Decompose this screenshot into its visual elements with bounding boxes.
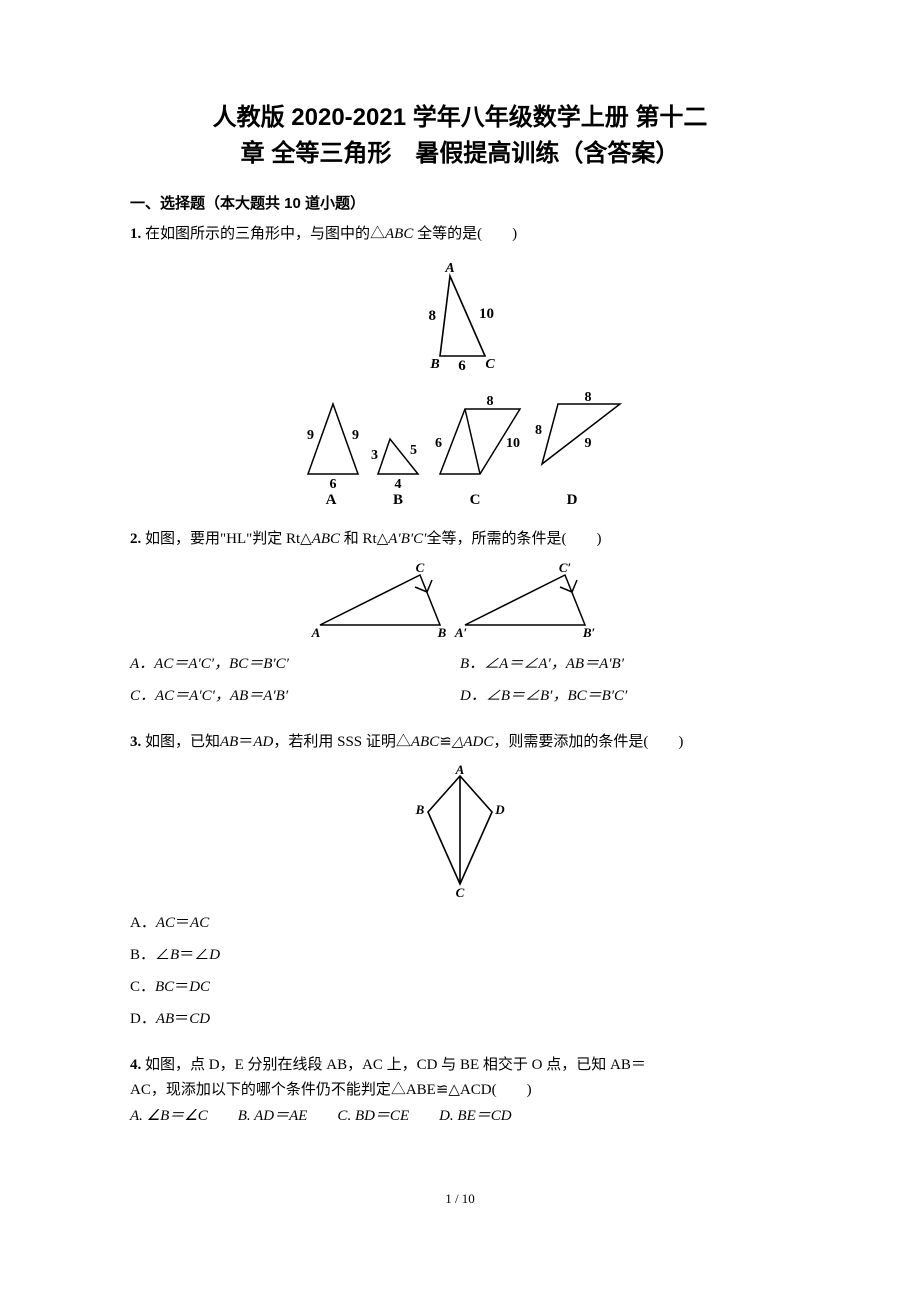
q2-text-mid: 和 Rt△: [340, 531, 388, 547]
q3-lab-B: B: [415, 802, 425, 817]
q3-eq: ＝: [238, 734, 253, 750]
q2-L-A: A: [311, 625, 321, 640]
q1-label-B: B: [429, 357, 439, 372]
q1-C-st: 8: [487, 394, 494, 409]
q3-text-post: ，则需要添加的条件是( ): [493, 734, 683, 750]
q1-D-sb: 9: [585, 436, 592, 451]
q2-R-C: C′: [559, 560, 572, 575]
q3-num: 3.: [130, 734, 141, 750]
q1-side-8: 8: [429, 308, 437, 324]
q2-L-C: C: [416, 560, 425, 575]
question-3: 3. 如图，已知AB＝AD，若利用 SSS 证明△ABC≌△ADC，则需要添加的…: [130, 730, 790, 756]
q4-line1: 如图，点 D，E 分别在线段 AB，AC 上，CD 与 BE 相交于 O 点，已…: [141, 1057, 646, 1073]
q1-B-sb: 4: [395, 477, 402, 492]
q1-A-sb: 6: [330, 477, 337, 492]
section-heading: 一、选择题（本大题共 10 道小题）: [130, 192, 790, 216]
q1-label-A: A: [444, 261, 454, 276]
q1-D-sl: 8: [535, 423, 542, 438]
q1-side-10: 10: [479, 306, 494, 322]
q2-optC: C．AC＝A′C′，AB＝A′B′: [130, 688, 288, 704]
q3-figure: A B D C: [130, 764, 790, 899]
q3-options: A．AC＝AC B．∠B＝∠D C．BC＝DC D．AB＝CD: [130, 907, 790, 1035]
q3-ad: AD: [253, 734, 273, 750]
q2-R-A: A′: [454, 625, 468, 640]
q1-B-letter: B: [393, 492, 403, 508]
q3-optC: C．BC＝DC: [130, 971, 790, 1003]
q2-L-B: B: [437, 625, 447, 640]
q2-optB: B．∠A＝∠A′，AB＝A′B′: [460, 656, 624, 672]
q1-B-sl: 3: [371, 448, 378, 463]
q3-ab: AB: [220, 734, 238, 750]
q2-text-post: 全等，所需的条件是( ): [426, 531, 601, 547]
q2-optD: D．∠B＝∠B′，BC＝B′C′: [460, 688, 627, 704]
q3-lab-A: A: [455, 764, 465, 777]
q3-text-pre: 如图，已知: [141, 734, 220, 750]
q1-C-sl: 6: [435, 436, 442, 451]
doc-title: 人教版 2020-2021 学年八年级数学上册 第十二 章 全等三角形 暑假提高…: [130, 100, 790, 172]
q4-num: 4.: [130, 1057, 141, 1073]
q1-B-sr: 5: [410, 443, 417, 458]
q3-optA: A．AC＝AC: [130, 907, 790, 939]
question-2: 2. 如图，要用"HL"判定 Rt△ABC 和 Rt△A′B′C′全等，所需的条…: [130, 527, 790, 553]
q1-label-C: C: [485, 357, 495, 372]
q1-text-pre: 在如图所示的三角形中，与图中的△: [141, 226, 385, 242]
title-line-1: 人教版 2020-2021 学年八年级数学上册 第十二: [213, 104, 708, 131]
q3-lab-D: D: [494, 802, 505, 817]
q2-options: A．AC＝A′C′，BC＝B′C′ B．∠A＝∠A′，AB＝A′B′ C．AC＝…: [130, 648, 790, 712]
q1-figure-main: A B C 8 10 6: [130, 256, 790, 381]
question-1: 1. 在如图所示的三角形中，与图中的△ABC 全等的是( ): [130, 222, 790, 248]
q2-abc: ABC: [312, 531, 340, 547]
page-number: 1 / 10: [130, 1189, 790, 1210]
q2-text-pre: 如图，要用"HL"判定 Rt△: [141, 531, 311, 547]
q1-num: 1.: [130, 226, 141, 242]
q1-D-st: 8: [585, 390, 592, 405]
q3-cong: ≌: [439, 734, 452, 750]
q1-D-letter: D: [567, 492, 578, 508]
q3-optB: B．∠B＝∠D: [130, 939, 790, 971]
q1-text-post: 全等的是( ): [413, 226, 517, 242]
question-4: 4. 如图，点 D，E 分别在线段 AB，AC 上，CD 与 BE 相交于 O …: [130, 1053, 790, 1130]
q3-adc: △ADC: [452, 734, 494, 750]
q1-A-letter: A: [326, 492, 337, 508]
q1-C-letter: C: [470, 492, 481, 508]
q3-abc: ABC: [411, 734, 439, 750]
q3-optD: D．AB＝CD: [130, 1003, 790, 1035]
q2-num: 2.: [130, 531, 141, 547]
q3-text-mid1: ，若利用 SSS 证明△: [273, 734, 411, 750]
q4-opts: A. ∠B＝∠C B. AD＝AE C. BD＝CE D. BE＝CD: [130, 1108, 512, 1124]
q1-A-sl: 9: [307, 428, 314, 443]
q2-R-B: B′: [582, 625, 596, 640]
q3-lab-C: C: [456, 885, 465, 899]
q2-optA: A．AC＝A′C′，BC＝B′C′: [130, 656, 289, 672]
q4-line2: AC，现添加以下的哪个条件仍不能判定△ABE≌△ACD( ): [130, 1082, 532, 1098]
q2-figure: C A B C′ A′ B′: [130, 560, 790, 640]
q1-figure-choices: 9 9 6 A 3 5 4 B 8 6 10 C 8 8 9 D: [130, 389, 790, 509]
q1-abc: ABC: [385, 226, 413, 242]
title-line-2: 章 全等三角形 暑假提高训练（含答案）: [241, 140, 680, 167]
q1-C-sr: 10: [506, 436, 520, 451]
q1-side-6: 6: [458, 358, 466, 374]
q2-abc2: A′B′C′: [388, 531, 426, 547]
q1-A-sr: 9: [352, 428, 359, 443]
